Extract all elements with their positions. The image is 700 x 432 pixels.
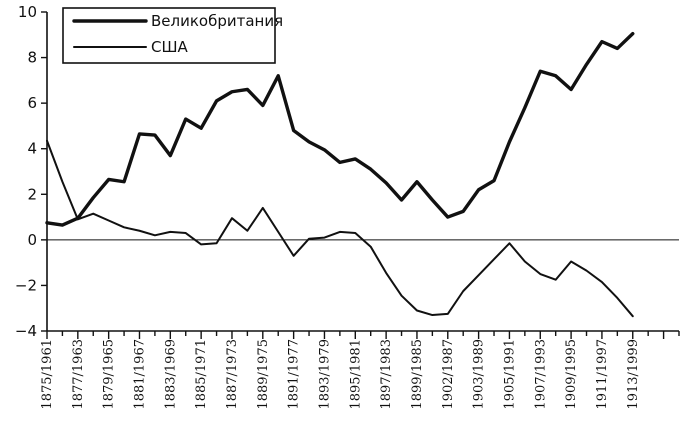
x-tick-label: 1899/1985 [410, 339, 425, 410]
y-tick-label: 0 [27, 231, 37, 249]
x-tick-label: 1879/1965 [102, 339, 117, 410]
x-tick-label: 1911/1997 [595, 339, 610, 410]
x-tick-label: 1913/1999 [626, 339, 641, 410]
series-line-usa [46, 139, 634, 318]
x-tick-label: 1875/1961 [40, 339, 55, 410]
y-tick-label: 10 [18, 3, 37, 21]
x-tick-label: 1905/1991 [502, 339, 517, 410]
legend-label-usa: США [151, 38, 189, 56]
x-tick-label: 1907/1993 [533, 339, 548, 410]
y-tick-label: 4 [27, 140, 37, 158]
x-tick-label: 1893/1979 [317, 339, 332, 410]
x-tick-label: 1885/1971 [194, 339, 209, 410]
x-tick-label: 1887/1973 [225, 339, 240, 410]
x-tick-label: 1897/1983 [379, 339, 394, 410]
y-tick-label: −2 [15, 276, 37, 294]
x-tick-label: 1883/1969 [163, 339, 178, 410]
y-tick-label: 6 [27, 94, 37, 112]
x-tick-label: 1881/1967 [132, 339, 147, 410]
series-line-uk [45, 31, 635, 227]
legend-box [62, 7, 276, 64]
x-tick-label: 1909/1995 [564, 339, 579, 410]
legend: Великобритания США [62, 7, 283, 64]
x-tick-label: 1877/1963 [71, 339, 86, 410]
x-tick-label: 1891/1977 [287, 339, 302, 410]
y-tick-label: 8 [27, 49, 37, 67]
x-tick-label: 1895/1981 [348, 339, 363, 410]
legend-label-uk: Великобритания [151, 12, 283, 30]
y-tick-label: −4 [15, 322, 37, 340]
x-tick-label: 1903/1989 [472, 339, 487, 410]
y-tick-label: 2 [27, 185, 37, 203]
x-tick-label: 1902/1987 [441, 339, 456, 410]
x-tick-label: 1889/1975 [256, 339, 271, 410]
series-lines [45, 31, 635, 318]
axes: −4 −2 0 2 4 6 8 10 1875/1961 1877/1963 1879/1965 18… [15, 3, 680, 410]
